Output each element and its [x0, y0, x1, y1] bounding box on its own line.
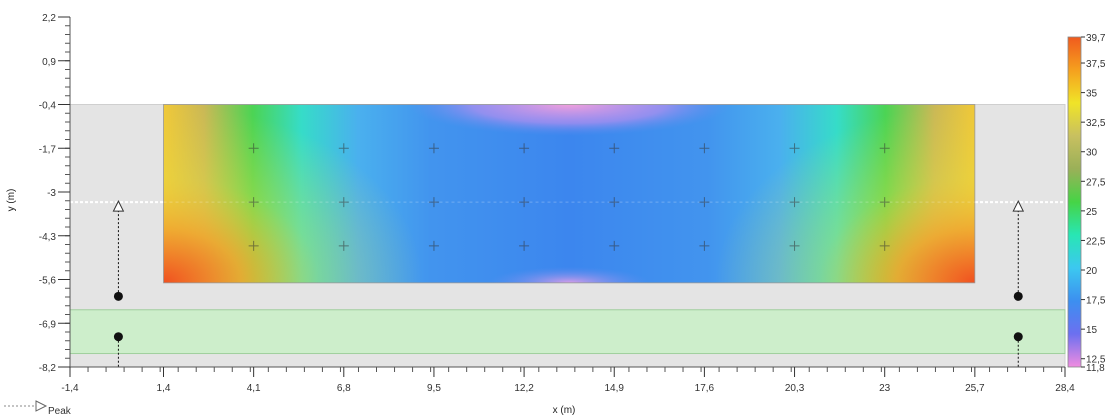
peak-legend-label: Peak: [48, 406, 72, 417]
sensor-point-marker: [519, 143, 530, 154]
colorbar-tick-label: 17,5: [1086, 296, 1106, 307]
source-point: [1013, 332, 1023, 342]
sensor-point-marker: [428, 240, 439, 251]
sensor-point-marker: [338, 143, 349, 154]
heatmap-hot-right: [715, 104, 975, 283]
sensor-point-marker: [248, 197, 259, 208]
source-point: [113, 291, 123, 301]
colorbar-tick-label: 39,7: [1086, 33, 1106, 44]
sensor-point-marker: [248, 240, 259, 251]
x-tick-label: 20,3: [785, 383, 805, 394]
sensor-point-marker: [519, 197, 530, 208]
x-axis-title: x (m): [553, 405, 576, 416]
sensor-point-marker: [609, 197, 620, 208]
axes: x (m) y (m) -1,4 1,4 4,1 6,8 9,5 12,2 14,9 17,6…: [6, 13, 1075, 416]
sensor-point-marker: [699, 143, 710, 154]
sensor-point-marker: [879, 240, 890, 251]
x-tick-label: 6,8: [337, 383, 351, 394]
colorbar-tick-label: 12,5: [1086, 355, 1106, 366]
peak-legend-arrow-icon: [35, 400, 48, 412]
colorbar-tick-label: 20: [1086, 266, 1098, 277]
heatmap-area: [163, 104, 976, 284]
heatmap-hot-left: [163, 104, 424, 283]
colorbar-tick-label: 32,5: [1086, 118, 1106, 129]
sensor-point-marker: [338, 197, 349, 208]
sensor-point-marker: [248, 143, 259, 154]
source-point: [1013, 291, 1023, 301]
y-tick-label: -4,3: [39, 232, 57, 243]
x-tick-label: 9,5: [427, 383, 441, 394]
y-tick-label: -6,9: [39, 319, 57, 330]
y-tick-label: -0,4: [39, 101, 57, 112]
sensor-point-marker: [699, 240, 710, 251]
source-arrow-icon: [1012, 199, 1025, 212]
sensor-point-marker: [879, 143, 890, 154]
sensor-point-marker: [428, 197, 439, 208]
colorbar-tick-label: 35: [1086, 89, 1098, 100]
y-axis-title: y (m): [6, 189, 17, 212]
colorbar-tick-label: 30: [1086, 148, 1098, 159]
colorbar-tick-label: 25: [1086, 207, 1098, 218]
y-tick-label: 2,2: [42, 13, 56, 24]
x-tick-label: 14,9: [605, 383, 625, 394]
y-tick-label: -5,6: [39, 276, 57, 287]
colorbar-gradient: [1067, 36, 1082, 368]
y-tick-label: 0,9: [42, 57, 56, 68]
colorbar-tick-label: 27,5: [1086, 177, 1106, 188]
x-tick-label: 4,1: [247, 383, 261, 394]
x-tick-label: 23: [879, 383, 891, 394]
source-markers: [112, 199, 1025, 367]
heatmap-cool-bottom: [488, 250, 651, 283]
legend: Peak: [4, 400, 72, 417]
y-tick-label: -8,2: [39, 363, 57, 374]
x-tick-label: 12,2: [514, 383, 534, 394]
sensor-point-marker: [879, 197, 890, 208]
x-tick-label: -1,4: [61, 383, 79, 394]
green-band: [69, 309, 1066, 355]
colorbar-tick-label: 37,5: [1086, 59, 1106, 70]
sensor-point-marker: [428, 143, 439, 154]
colorbar-tick-label: 11,8: [1086, 363, 1105, 374]
source-point: [113, 332, 123, 342]
sensor-point-marker: [699, 197, 710, 208]
sensor-point-marker: [338, 240, 349, 251]
heatmap-border: [163, 104, 976, 284]
source-arrow-icon: [112, 199, 125, 212]
sensor-point-marker: [519, 240, 530, 251]
y-tick-label: -1,7: [39, 144, 57, 155]
colorbar-tick-label: 15: [1086, 325, 1098, 336]
x-tick-label: 25,7: [965, 383, 985, 394]
sensor-point-marker: [789, 197, 800, 208]
x-tick-label: 1,4: [157, 383, 171, 394]
sensor-point-marker: [789, 143, 800, 154]
heatmap-cool-top: [406, 104, 732, 167]
colorbar-tick-label: 22,5: [1086, 236, 1106, 247]
x-tick-label: 28,4: [1055, 383, 1075, 394]
x-tick-label: 17,6: [695, 383, 715, 394]
y-tick-label: -3: [47, 188, 56, 199]
sensor-point-marker: [609, 240, 620, 251]
colorbar: 39,7 37,5 35 32,5 30 27,5 25 22,5 20 17,5 15 12,511…: [1067, 33, 1106, 374]
sensor-grid: [248, 143, 890, 251]
sensor-point-marker: [609, 143, 620, 154]
sensor-point-marker: [789, 240, 800, 251]
